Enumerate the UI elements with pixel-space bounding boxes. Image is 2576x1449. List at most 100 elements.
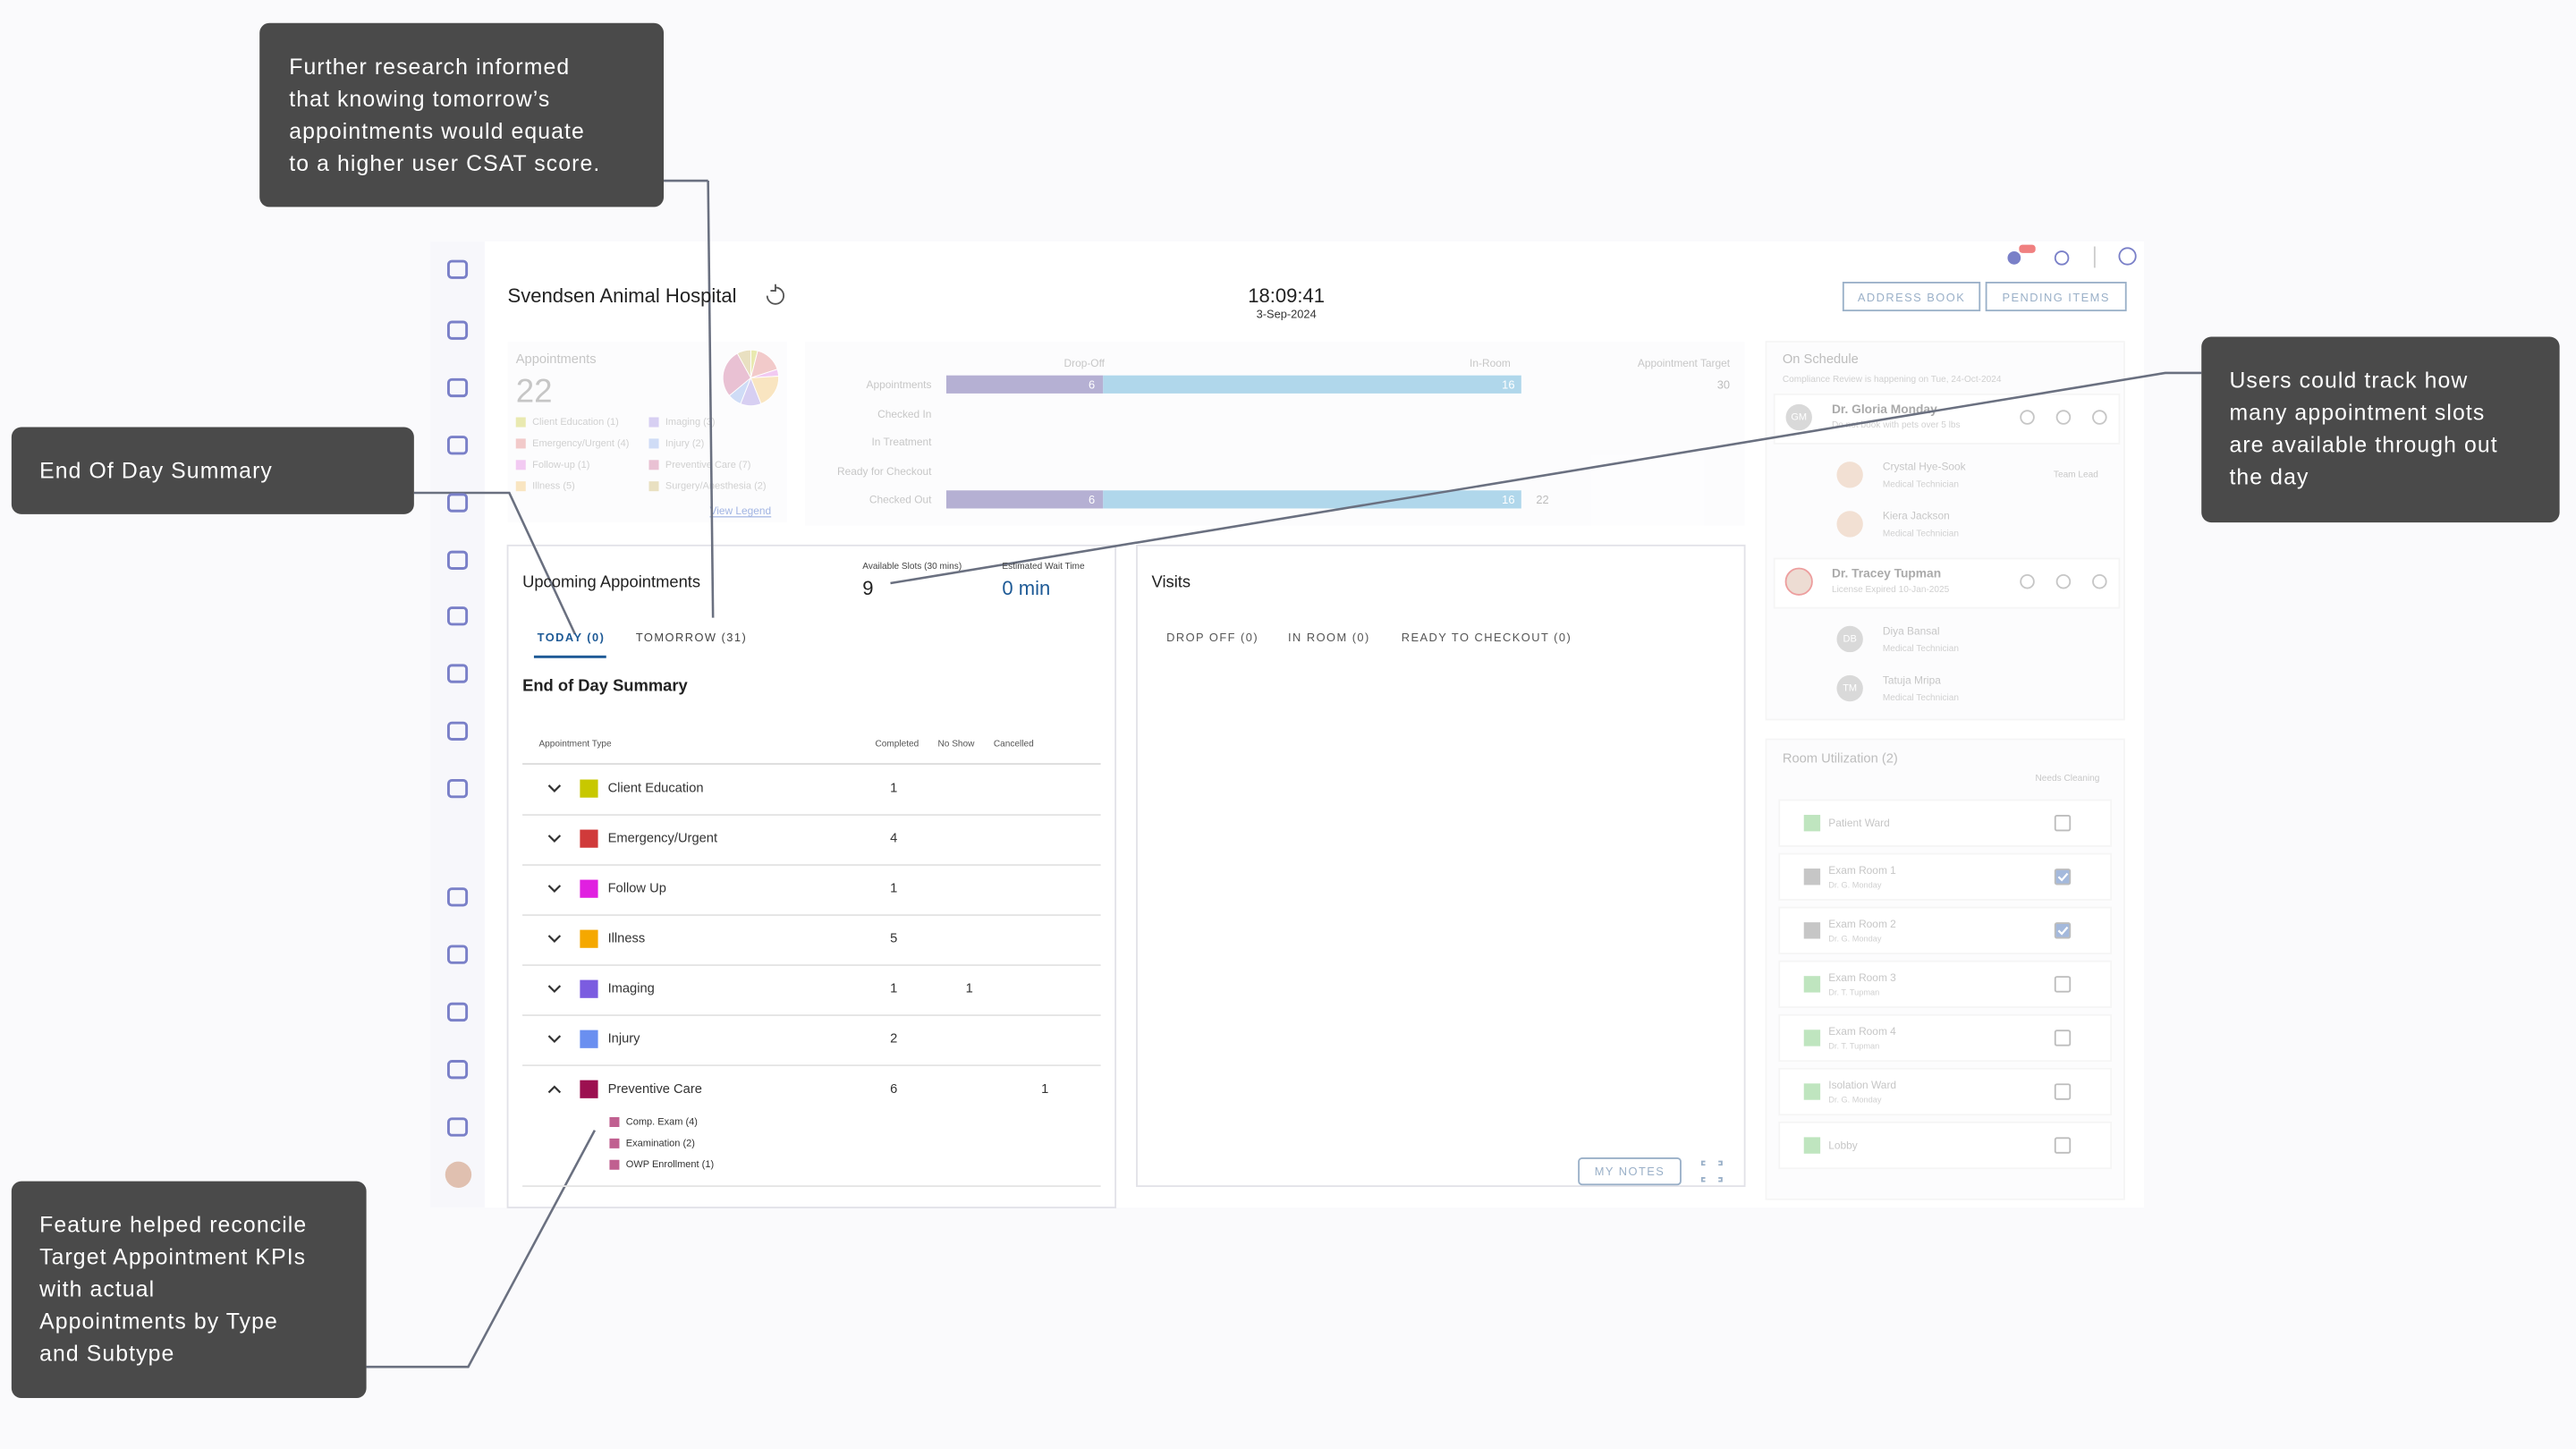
profile-avatar[interactable]	[445, 1161, 472, 1188]
nav-icon[interactable]	[446, 259, 469, 279]
tab[interactable]: IN ROOM (0)	[1288, 631, 1370, 644]
chevron[interactable]	[547, 885, 562, 893]
flow-column: Drop-Off	[1063, 357, 1105, 369]
avatar	[1836, 462, 1863, 488]
chevron[interactable]	[547, 784, 562, 792]
nav-icon[interactable]	[446, 887, 469, 907]
staff-role: Medical Technician	[1883, 529, 1959, 538]
bar-total: 22	[1536, 493, 1548, 506]
nav-icon[interactable]	[446, 320, 469, 340]
table-header: Completed	[875, 740, 919, 750]
flow-row-label: Ready for Checkout	[837, 465, 932, 478]
pie-slice	[736, 349, 751, 378]
nav-icon[interactable]	[446, 436, 469, 455]
notes-label[interactable]: MY NOTES	[1595, 1165, 1665, 1178]
connector	[890, 371, 2202, 585]
nav-icon[interactable]	[446, 1002, 469, 1022]
cleaning-checkbox[interactable]	[2054, 1083, 2072, 1100]
bar-drop-off	[945, 375, 1104, 394]
room-swatch	[1803, 1137, 1821, 1154]
nav-icon[interactable]	[446, 945, 469, 964]
address-book-button[interactable]	[1842, 282, 1981, 312]
flow-row-label: Appointments	[867, 378, 932, 391]
annotation-text: with actual	[38, 1278, 155, 1302]
annotation-text: that knowing tomorrow’s	[289, 88, 550, 112]
chevron[interactable]	[547, 935, 562, 944]
bar-value: 6	[1089, 377, 1095, 391]
type-swatch	[580, 829, 598, 848]
type-swatch	[580, 929, 598, 948]
chevron[interactable]	[547, 1085, 562, 1094]
connector	[707, 181, 715, 618]
check-mark	[2057, 926, 2069, 936]
user-icon[interactable]	[2054, 250, 2070, 266]
tab[interactable]: TODAY (0)	[538, 631, 606, 644]
bar-value: 16	[1502, 493, 1514, 506]
bell-icon[interactable]	[2007, 251, 2021, 265]
chevron[interactable]	[547, 1035, 562, 1044]
nav-icon[interactable]	[446, 721, 469, 741]
cleaning-checkbox[interactable]	[2054, 1137, 2072, 1154]
check-mark	[2057, 872, 2069, 882]
doctor-name: Dr. Gloria Monday	[1832, 402, 1937, 416]
panel-title: Visits	[1152, 572, 1191, 591]
refresh-icon[interactable]	[766, 284, 785, 305]
count: 2	[890, 1032, 897, 1046]
tab[interactable]: DROP OFF (0)	[1166, 631, 1258, 644]
count: 1	[890, 982, 897, 996]
cleaning-checkbox[interactable]	[2054, 922, 2072, 939]
cleaning-checkbox[interactable]	[2054, 1030, 2072, 1046]
type-name: Client Education	[608, 782, 704, 796]
doctor-name: Dr. Tracey Tupman	[1832, 567, 1941, 580]
doctor-action[interactable]	[2092, 410, 2107, 425]
header-button-label[interactable]: PENDING ITEMS	[2002, 291, 2109, 304]
room-doctor: Dr. T. Tupman	[1828, 1042, 1879, 1051]
view-legend-link[interactable]: View Legend	[709, 504, 771, 517]
doctor-action[interactable]	[2055, 410, 2072, 425]
room-doctor: Dr. G. Monday	[1828, 880, 1882, 889]
avatar-initials: TM	[1843, 683, 1857, 694]
doctor-action[interactable]	[2055, 573, 2072, 589]
status-icon[interactable]	[2118, 247, 2137, 266]
pending-items-button[interactable]	[1985, 282, 2127, 312]
nav-icon[interactable]	[446, 550, 469, 570]
room-doctor: Dr. G. Monday	[1828, 1096, 1882, 1105]
legend-swatch	[648, 438, 659, 449]
legend-label: Emergency/Urgent (4)	[532, 438, 629, 449]
visits-panel	[1136, 544, 1746, 1188]
panel-title: Upcoming Appointments	[522, 572, 700, 591]
doctor-action[interactable]	[2020, 573, 2035, 589]
room-swatch	[1803, 1030, 1821, 1046]
flow-column: Appointment Target	[1638, 357, 1731, 369]
doctor-action[interactable]	[2092, 573, 2107, 589]
nav-icon[interactable]	[446, 606, 469, 626]
nav-icon[interactable]	[446, 1117, 469, 1137]
nav-icon[interactable]	[446, 664, 469, 683]
header-button-label[interactable]: ADDRESS BOOK	[1858, 291, 1965, 304]
legend-swatch	[515, 460, 526, 470]
type-swatch	[580, 979, 598, 998]
cleaning-checkbox[interactable]	[2054, 815, 2072, 832]
slots-value: 9	[862, 577, 873, 599]
chevron[interactable]	[547, 985, 562, 994]
cleaning-checkbox[interactable]	[2054, 976, 2072, 993]
chevron[interactable]	[547, 835, 562, 843]
doctor-action[interactable]	[2020, 410, 2035, 425]
count: 4	[890, 832, 897, 846]
upcoming-panel	[506, 544, 1117, 1208]
nav-icon[interactable]	[446, 493, 469, 513]
doctor-note: Do not book with pets over 5 lbs	[1832, 420, 1961, 430]
tab[interactable]: READY TO CHECKOUT (0)	[1402, 631, 1572, 644]
tab[interactable]: TOMORROW (31)	[636, 631, 747, 644]
nav-icon[interactable]	[446, 1060, 469, 1080]
slots-label: Available Slots (30 mins)	[862, 562, 962, 572]
type-name: Injury	[608, 1032, 641, 1046]
notes-button[interactable]	[1578, 1157, 1682, 1186]
nav-icon[interactable]	[446, 377, 469, 398]
table-header: No Show	[937, 740, 975, 750]
type-swatch	[580, 1030, 598, 1048]
expand-icon[interactable]	[1700, 1160, 1723, 1182]
card-title: Room Utilization (2)	[1783, 752, 1898, 767]
cleaning-checkbox[interactable]	[2054, 869, 2072, 886]
nav-icon[interactable]	[446, 778, 469, 799]
